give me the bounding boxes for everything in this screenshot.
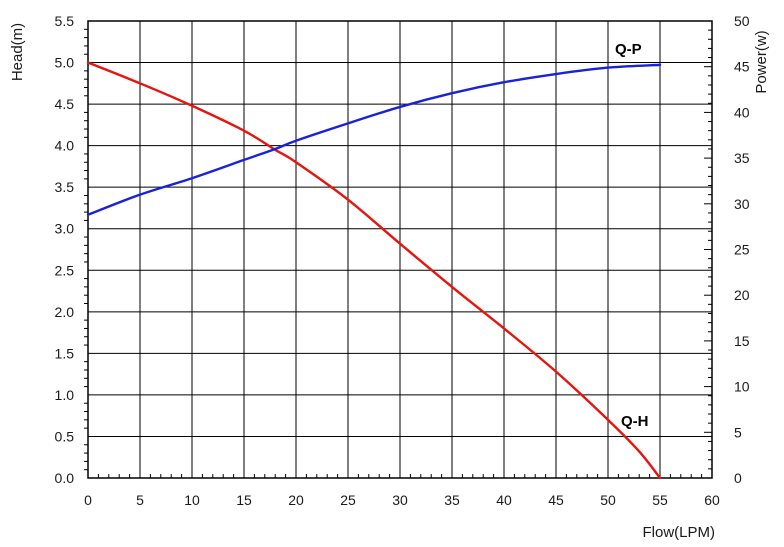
plot-frame bbox=[87, 20, 713, 479]
left-y-tick-label: 2.0 bbox=[55, 304, 75, 320]
series-label-q-h: Q-H bbox=[621, 413, 649, 430]
grid bbox=[87, 20, 713, 479]
x-tick-label: 15 bbox=[236, 492, 252, 508]
series-label-q-p: Q-P bbox=[615, 41, 642, 58]
left-y-tick-label: 1.5 bbox=[55, 345, 75, 361]
right-y-tick-label: 0 bbox=[734, 470, 742, 486]
left-y-tick-label: 3.0 bbox=[55, 221, 75, 237]
x-axis-title: Flow(LPM) bbox=[642, 524, 715, 541]
x-tick-label: 0 bbox=[84, 492, 92, 508]
left-y-tick-label: 5.5 bbox=[55, 13, 75, 29]
left-y-tick-label: 2.5 bbox=[55, 262, 75, 278]
left-y-tick-labels: 0.0 0.5 1.0 1.5 2.0 2.5 3.0 3.5 4.0 4.5 5.0 5.5 bbox=[55, 13, 75, 486]
x-tick-labels: 0 5 10 15 20 25 30 35 40 45 50 55 60 bbox=[84, 492, 720, 508]
right-y-tick-label: 30 bbox=[734, 196, 750, 212]
left-y-axis-title: Head(m) bbox=[9, 23, 26, 81]
right-y-tick-labels: 0 5 10 15 20 25 30 35 40 45 50 bbox=[734, 13, 750, 486]
x-tick-label: 5 bbox=[136, 492, 144, 508]
x-tick-label: 50 bbox=[600, 492, 616, 508]
x-tick-label: 10 bbox=[184, 492, 200, 508]
left-y-tick-label: 4.5 bbox=[55, 96, 75, 112]
x-tick-label: 60 bbox=[704, 492, 720, 508]
left-y-tick-label: 3.5 bbox=[55, 179, 75, 195]
right-y-tick-label: 40 bbox=[734, 104, 750, 120]
series-line-q-p bbox=[86, 63, 662, 216]
left-y-tick-label: 0.0 bbox=[55, 470, 75, 486]
left-y-tick-label: 1.0 bbox=[55, 387, 75, 403]
x-tick-label: 55 bbox=[652, 492, 668, 508]
right-y-tick-label: 45 bbox=[734, 59, 750, 75]
right-y-tick-label: 25 bbox=[734, 242, 750, 258]
x-tick-label: 40 bbox=[496, 492, 512, 508]
right-y-tick-label: 35 bbox=[734, 150, 750, 166]
right-y-tick-label: 20 bbox=[734, 287, 750, 303]
right-y-tick-label: 10 bbox=[734, 379, 750, 395]
right-y-axis-title: Power(w) bbox=[753, 30, 770, 93]
left-y-tick-label: 5.0 bbox=[55, 55, 75, 71]
x-tick-label: 30 bbox=[392, 492, 408, 508]
right-y-tick-label: 15 bbox=[734, 333, 750, 349]
right-y-tick-label: 50 bbox=[734, 13, 750, 29]
left-y-tick-label: 0.5 bbox=[55, 428, 75, 444]
left-y-tick-label: 4.0 bbox=[55, 138, 75, 154]
minor-ticks bbox=[84, 20, 712, 479]
series-group bbox=[86, 61, 662, 480]
x-tick-label: 20 bbox=[288, 492, 304, 508]
series-line-q-h bbox=[86, 61, 662, 480]
x-tick-label: 35 bbox=[444, 492, 460, 508]
right-y-tick-label: 5 bbox=[734, 424, 742, 440]
x-tick-label: 45 bbox=[548, 492, 564, 508]
x-tick-label: 25 bbox=[340, 492, 356, 508]
